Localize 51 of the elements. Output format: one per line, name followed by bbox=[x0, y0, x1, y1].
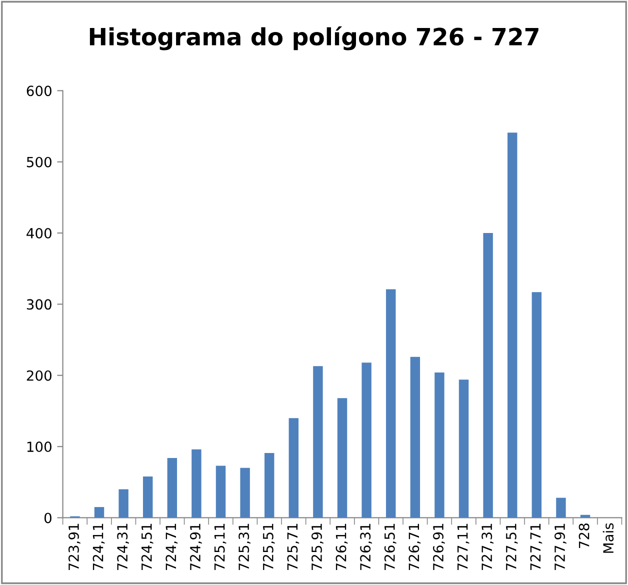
bar bbox=[313, 366, 323, 518]
x-tick-label: Mais bbox=[602, 523, 614, 553]
x-tick-label: 724,11 bbox=[92, 524, 105, 570]
x-tick-label: 726,91 bbox=[432, 524, 445, 570]
y-tick-label: 0 bbox=[44, 512, 52, 524]
x-tick-label: 724,71 bbox=[166, 524, 178, 570]
bar bbox=[434, 372, 444, 518]
x-tick-label: 725,51 bbox=[262, 524, 275, 570]
y-tick-label: 300 bbox=[26, 299, 52, 310]
x-tick-label: 726,71 bbox=[408, 524, 421, 570]
x-tick-label: 726,31 bbox=[360, 524, 372, 570]
x-tick-label: 725,91 bbox=[311, 524, 324, 570]
x-tick-label: 727,91 bbox=[554, 524, 566, 570]
bar bbox=[337, 398, 348, 518]
bar bbox=[483, 233, 493, 518]
y-tick-label: 400 bbox=[26, 228, 52, 238]
x-tick-label: 725,71 bbox=[287, 524, 300, 570]
bar bbox=[386, 289, 396, 518]
x-tick-label: 725,11 bbox=[214, 524, 226, 570]
chart-title: Histograma do polígono 726 - 727 bbox=[90, 26, 538, 50]
bar bbox=[118, 489, 128, 518]
x-tick-label: 725,31 bbox=[238, 524, 251, 570]
bar bbox=[192, 449, 202, 518]
x-tick-label: 727,11 bbox=[457, 524, 470, 570]
bar bbox=[264, 452, 274, 518]
x-tick-label: 726,11 bbox=[336, 524, 348, 570]
bar bbox=[142, 476, 153, 518]
bar bbox=[216, 466, 226, 518]
bar bbox=[532, 292, 542, 518]
bar bbox=[240, 468, 250, 518]
y-tick-label: 200 bbox=[26, 370, 52, 381]
y-tick-label: 600 bbox=[26, 86, 52, 96]
x-tick-label: 726,51 bbox=[384, 524, 396, 570]
bar bbox=[362, 362, 372, 518]
x-tick-label: 724,51 bbox=[141, 524, 154, 570]
x-tick-label: 727,51 bbox=[506, 524, 518, 570]
bar bbox=[288, 418, 299, 518]
x-tick-label: 724,31 bbox=[117, 524, 129, 570]
bar bbox=[410, 356, 420, 518]
bar bbox=[556, 498, 566, 518]
bar bbox=[167, 458, 178, 518]
x-tick-label: 728 bbox=[578, 524, 590, 548]
x-tick-label: 727,71 bbox=[530, 524, 542, 570]
x-tick-label: 723,91 bbox=[68, 524, 80, 570]
x-tick-label: 724,91 bbox=[190, 524, 202, 570]
bar bbox=[458, 380, 469, 518]
bar bbox=[508, 132, 518, 518]
y-tick-label: 500 bbox=[26, 156, 52, 168]
x-tick-label: 727,31 bbox=[482, 524, 494, 570]
y-tick-label: 100 bbox=[27, 442, 52, 452]
bar bbox=[94, 507, 104, 518]
